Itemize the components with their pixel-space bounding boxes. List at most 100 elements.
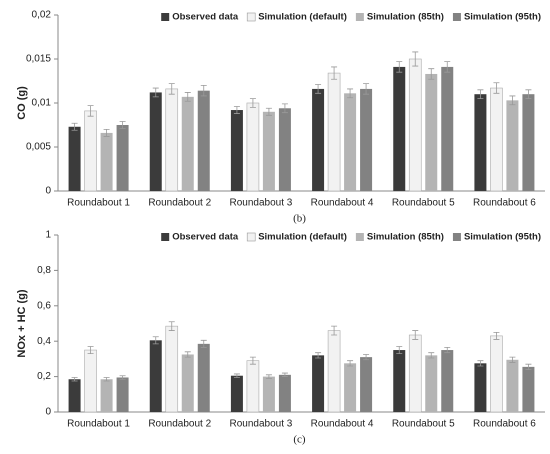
bar <box>262 111 275 191</box>
bar <box>246 102 260 192</box>
bar <box>360 357 373 412</box>
bar <box>327 330 341 413</box>
error-bar <box>249 356 256 365</box>
legend-swatch <box>246 12 256 22</box>
bar <box>393 350 406 412</box>
bar <box>408 58 422 192</box>
subtitle: (b) <box>293 213 306 225</box>
legend-label: Observed data <box>172 12 239 23</box>
bar <box>230 110 243 191</box>
error-bar <box>200 339 207 348</box>
bar <box>425 355 438 412</box>
error-bar <box>331 325 338 336</box>
bar <box>360 88 373 191</box>
error-bar <box>412 330 419 340</box>
bar <box>100 132 113 191</box>
x-tick-label: Roundabout 4 <box>311 198 374 209</box>
error-bar <box>168 83 175 95</box>
error-bar <box>119 375 126 380</box>
bar <box>165 325 179 413</box>
bar <box>312 355 325 412</box>
y-tick-label: 0,4 <box>37 336 51 347</box>
error-bar <box>281 103 288 114</box>
error-bar <box>71 122 78 131</box>
error-bar <box>315 352 322 359</box>
bar <box>474 363 487 412</box>
error-bar <box>249 98 256 108</box>
bar <box>490 335 503 413</box>
error-bar <box>477 89 484 99</box>
x-tick-label: Roundabout 2 <box>148 198 211 209</box>
error-bar <box>396 61 403 73</box>
error-bar <box>428 352 435 359</box>
bar <box>278 374 291 412</box>
subtitle: (c) <box>293 434 306 446</box>
legend-swatch <box>161 13 170 21</box>
x-tick-label: Roundabout 3 <box>229 419 292 430</box>
bar <box>149 340 162 412</box>
error-bar <box>428 68 435 80</box>
legend-swatch <box>161 233 170 241</box>
error-bar <box>509 95 516 106</box>
x-tick-label: Roundabout 3 <box>229 198 292 209</box>
error-bar <box>71 377 78 382</box>
bar <box>68 379 81 412</box>
bar <box>441 66 454 191</box>
bar <box>165 88 179 192</box>
bar <box>522 94 535 191</box>
y-axis-label: NOx + HC (g) <box>16 289 28 357</box>
bar <box>327 72 341 192</box>
x-tick-label: Roundabout 5 <box>392 198 455 209</box>
error-bar <box>363 354 370 361</box>
bar <box>181 354 194 412</box>
x-tick-label: Roundabout 2 <box>148 419 211 430</box>
error-bar <box>396 346 403 354</box>
bar <box>149 92 162 191</box>
bar <box>181 96 194 191</box>
legend-label: Simulation (85th) <box>367 12 444 23</box>
y-tick-label: 0,8 <box>37 265 51 276</box>
bar <box>84 110 97 192</box>
error-bar <box>119 121 126 129</box>
error-bar <box>525 89 532 99</box>
error-bar <box>477 360 484 367</box>
y-tick-label: 0,005 <box>26 142 51 153</box>
y-tick-label: 0 <box>45 407 51 418</box>
bar <box>246 360 260 413</box>
legend-label: Simulation (default) <box>258 232 347 243</box>
error-bar <box>184 92 191 102</box>
bar <box>408 334 422 413</box>
error-bar <box>152 87 159 98</box>
y-axis-label: CO (g) <box>16 86 28 120</box>
bar <box>425 73 438 191</box>
y-tick-label: 0,2 <box>37 371 51 382</box>
bar <box>506 359 519 412</box>
x-tick-label: Roundabout 1 <box>67 198 130 209</box>
bar <box>262 376 275 412</box>
bar <box>522 366 535 412</box>
error-bar <box>315 84 322 94</box>
error-bar <box>87 346 94 354</box>
bar <box>344 93 357 191</box>
bar <box>490 87 503 192</box>
y-tick-label: 0,01 <box>32 98 52 109</box>
error-bar <box>265 374 272 379</box>
error-bar <box>200 85 207 97</box>
error-bar <box>412 51 419 67</box>
error-bar <box>168 321 175 331</box>
x-tick-label: Roundabout 4 <box>311 419 374 430</box>
bar <box>116 125 129 191</box>
error-bar <box>184 351 191 358</box>
bar <box>393 66 406 191</box>
bar <box>84 349 97 413</box>
error-bar <box>525 363 532 370</box>
error-bar <box>281 372 288 377</box>
error-bar <box>233 373 240 378</box>
bar <box>506 100 519 191</box>
error-bar <box>152 336 159 345</box>
bar <box>474 94 487 191</box>
legend-label: Simulation (default) <box>258 12 347 23</box>
y-tick-label: 0,6 <box>37 300 51 311</box>
error-bar <box>363 83 370 95</box>
x-tick-label: Roundabout 6 <box>473 419 536 430</box>
